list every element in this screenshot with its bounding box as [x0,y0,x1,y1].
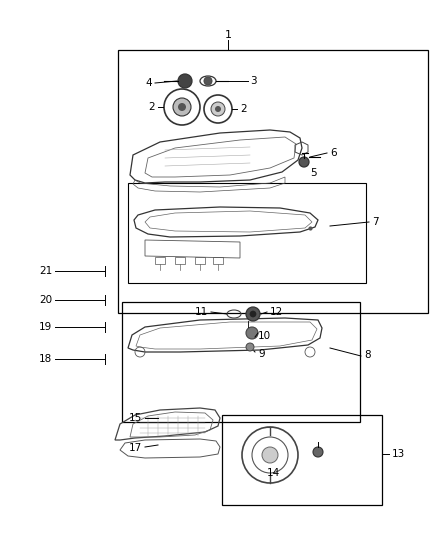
Text: 1: 1 [225,30,232,40]
Circle shape [173,98,191,116]
Text: 2: 2 [240,104,247,114]
Text: 13: 13 [392,449,405,459]
Text: 18: 18 [39,354,52,364]
Text: 17: 17 [129,443,142,453]
Text: 20: 20 [39,295,52,305]
Circle shape [313,447,323,457]
Circle shape [246,307,260,321]
Text: 21: 21 [39,266,52,276]
Circle shape [246,327,258,339]
Circle shape [178,103,186,111]
Bar [128,183,366,283]
Circle shape [246,343,254,351]
Bar [118,50,428,313]
Text: 6: 6 [330,148,337,158]
Text: 15: 15 [129,413,142,423]
Circle shape [262,447,278,463]
Text: 3: 3 [250,76,257,86]
Bar [222,415,382,505]
Bar [175,257,185,264]
Text: 10: 10 [258,331,271,341]
Text: 14: 14 [266,468,279,478]
Bar [195,257,205,264]
Circle shape [299,157,309,167]
Text: 4: 4 [145,78,152,88]
Circle shape [178,74,192,88]
Circle shape [215,106,221,112]
Circle shape [250,311,256,317]
Text: 5: 5 [310,168,317,178]
Text: 9: 9 [258,349,265,359]
Circle shape [211,102,225,116]
Text: 19: 19 [39,322,52,332]
Text: 8: 8 [364,350,371,360]
Text: 2: 2 [148,102,155,112]
Bar [155,257,165,264]
Text: 12: 12 [270,307,283,317]
Circle shape [204,77,212,85]
Text: 11: 11 [195,307,208,317]
Bar [213,257,223,264]
Text: 7: 7 [372,217,378,227]
Bar [122,302,360,422]
